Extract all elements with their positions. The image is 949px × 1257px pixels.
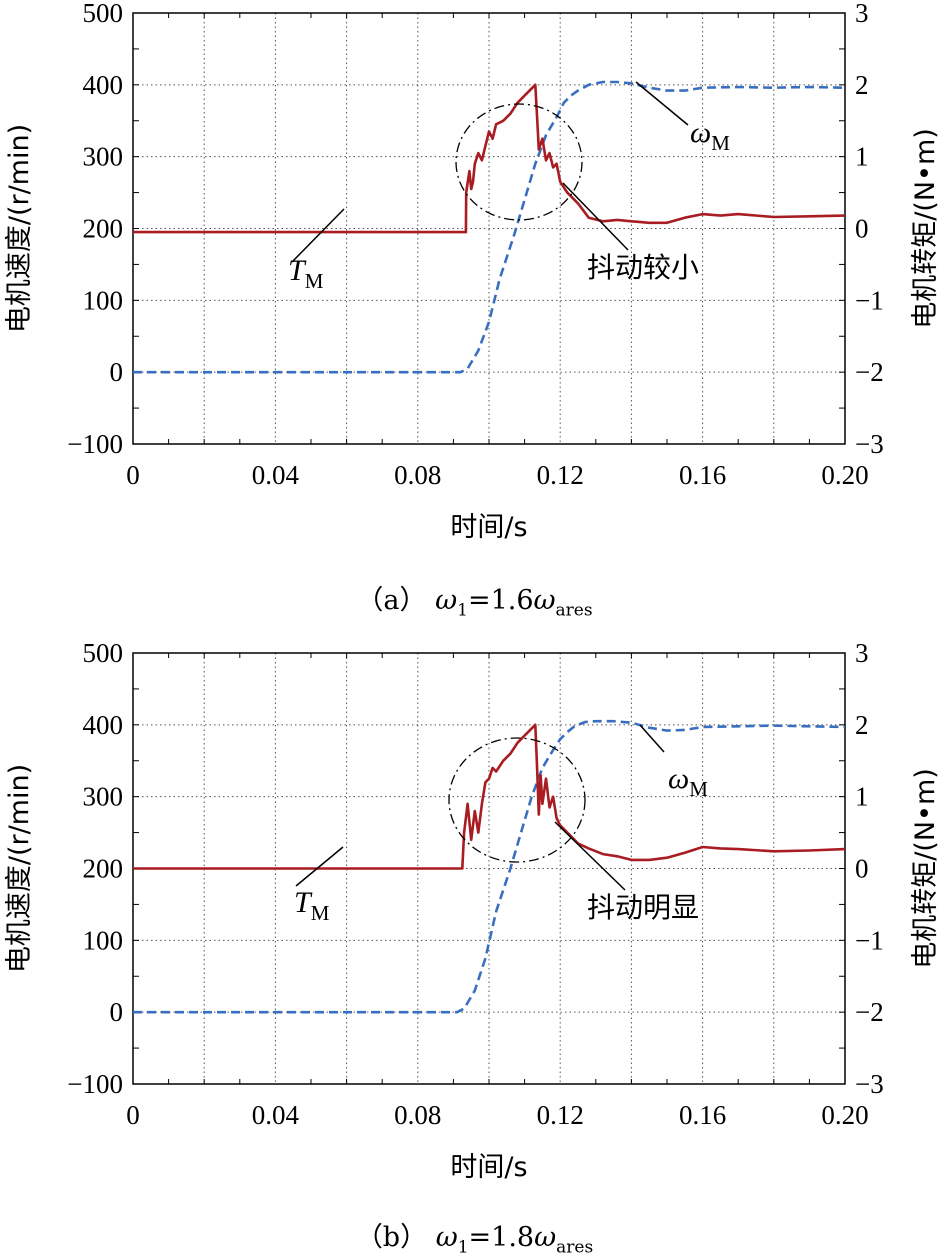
chart-a: 0 0.04 0.08 0.12 0.16 0.20−100010020030040050… — [4, 0, 941, 543]
y-left-tick-label: 100 — [83, 925, 124, 955]
caption-b-sub2: ares — [556, 1237, 594, 1257]
caption-b-omega: ω — [435, 1222, 458, 1253]
y-left-axis-label: 电机速度/(r/min) — [4, 764, 35, 973]
jitter-note-label: 抖动明显 — [587, 891, 699, 924]
y-left-tick-label: −100 — [67, 429, 123, 459]
caption-a-omega: ω — [435, 585, 458, 616]
torque-series-label: TM — [294, 886, 330, 925]
caption-b-prefix: （b） — [355, 1222, 436, 1253]
x-axis-label: 时间/s — [450, 512, 527, 543]
caption-a-prefix: （a） — [356, 585, 436, 616]
speed-label-symbol: ω — [668, 762, 689, 795]
y-right-tick-label: −2 — [855, 357, 884, 387]
y-left-tick-label: 500 — [83, 638, 124, 668]
chart-b: 0 0.04 0.08 0.12 0.16 0.20−100010020030040050… — [4, 638, 941, 1183]
x-tick-label: 0.20 — [821, 1100, 868, 1130]
speed-series-label: ωM — [668, 762, 708, 801]
y-right-tick-label: 1 — [855, 142, 869, 172]
x-tick-label: 0.20 — [821, 460, 868, 490]
y-right-tick-label: −1 — [855, 925, 884, 955]
y-left-tick-label: 200 — [83, 214, 124, 244]
torque-label-symbol: T — [288, 254, 307, 287]
caption-b-mid: =1.8 — [468, 1222, 535, 1253]
torque-label-subscript: M — [305, 269, 324, 293]
y-right-tick-label: −2 — [855, 997, 884, 1027]
torque-series-label: TM — [288, 254, 324, 293]
y-right-tick-label: 3 — [855, 638, 869, 668]
speed-label-subscript: M — [689, 777, 708, 801]
speed-series-line — [133, 80, 846, 374]
chart-panel-a: 0 0.04 0.08 0.12 0.16 0.20 −100 0 100 200 300 400 50… — [0, 0, 949, 580]
x-tick-label: 0.08 — [394, 460, 441, 490]
caption-a: （a） ω1=1.6ωares — [0, 578, 949, 620]
x-tick-label: 0 — [126, 460, 140, 490]
speed-series-label: ωM — [690, 116, 730, 155]
x-tick-label: 0.12 — [537, 460, 584, 490]
y-right-tick-label: 0 — [855, 854, 869, 884]
y-right-tick-label: 1 — [855, 782, 869, 812]
torque-leader-line — [291, 208, 345, 263]
y-right-tick-label: 0 — [855, 214, 869, 244]
y-left-tick-label: 100 — [83, 285, 124, 315]
y-left-tick-label: 300 — [83, 782, 124, 812]
x-tick-label: 0.12 — [537, 1100, 584, 1130]
speed-label-symbol: ω — [690, 116, 711, 149]
y-right-axis-label: 电机转矩/(N•m) — [910, 768, 941, 969]
y-right-tick-label: −3 — [855, 429, 884, 459]
y-left-tick-label: 400 — [83, 70, 124, 100]
torque-label-subscript: M — [311, 901, 330, 925]
torque-leader-line — [295, 846, 344, 887]
jitter-region-circle — [448, 737, 586, 863]
y-right-tick-label: 2 — [855, 70, 869, 100]
speed-leader-line — [635, 81, 689, 126]
note-leader-line — [554, 821, 626, 891]
x-tick-label: 0.16 — [679, 460, 726, 490]
x-axis-label: 时间/s — [450, 1152, 527, 1183]
caption-a-sub2: ares — [555, 600, 593, 621]
x-tick-label: 0.08 — [394, 1100, 441, 1130]
caption-a-omega2: ω — [533, 585, 556, 616]
speed-label-subscript: M — [711, 131, 730, 155]
caption-a-sub1: 1 — [457, 600, 468, 621]
torque-label-symbol: T — [294, 886, 313, 919]
y-left-tick-label: 500 — [83, 0, 124, 28]
caption-a-mid: =1.6 — [467, 585, 534, 616]
chart-panel-b: 0 0.04 0.08 0.12 0.16 0.20 −100 0 100 200 300 400 50… — [0, 638, 949, 1220]
caption-b: （b） ω1=1.8ωares — [0, 1215, 949, 1257]
y-left-axis-label: 电机速度/(r/min) — [4, 124, 35, 333]
caption-b-sub1: 1 — [457, 1237, 469, 1257]
jitter-region-circle — [455, 103, 583, 221]
y-left-tick-label: 400 — [83, 710, 124, 740]
torque-series-line — [133, 83, 846, 234]
speed-leader-line — [639, 724, 665, 753]
note-leader-line — [562, 182, 629, 251]
y-right-tick-label: −1 — [855, 285, 884, 315]
x-tick-label: 0 — [126, 1100, 140, 1130]
speed-series-line — [133, 719, 846, 1014]
y-right-tick-label: −3 — [855, 1069, 884, 1099]
y-right-tick-label: 2 — [855, 710, 869, 740]
torque-series-line — [133, 723, 846, 870]
y-left-tick-label: 0 — [110, 997, 124, 1027]
x-tick-label: 0.16 — [679, 1100, 726, 1130]
jitter-note-label: 抖动较小 — [587, 251, 699, 284]
y-left-tick-label: 300 — [83, 142, 124, 172]
y-right-tick-label: 3 — [855, 0, 869, 28]
x-tick-label: 0.04 — [252, 460, 300, 490]
y-left-tick-label: 0 — [110, 357, 124, 387]
caption-b-omega2: ω — [534, 1222, 557, 1253]
y-left-tick-label: −100 — [67, 1069, 123, 1099]
x-tick-label: 0.04 — [252, 1100, 300, 1130]
y-left-tick-label: 200 — [83, 854, 124, 884]
y-right-axis-label: 电机转矩/(N•m) — [910, 128, 941, 329]
